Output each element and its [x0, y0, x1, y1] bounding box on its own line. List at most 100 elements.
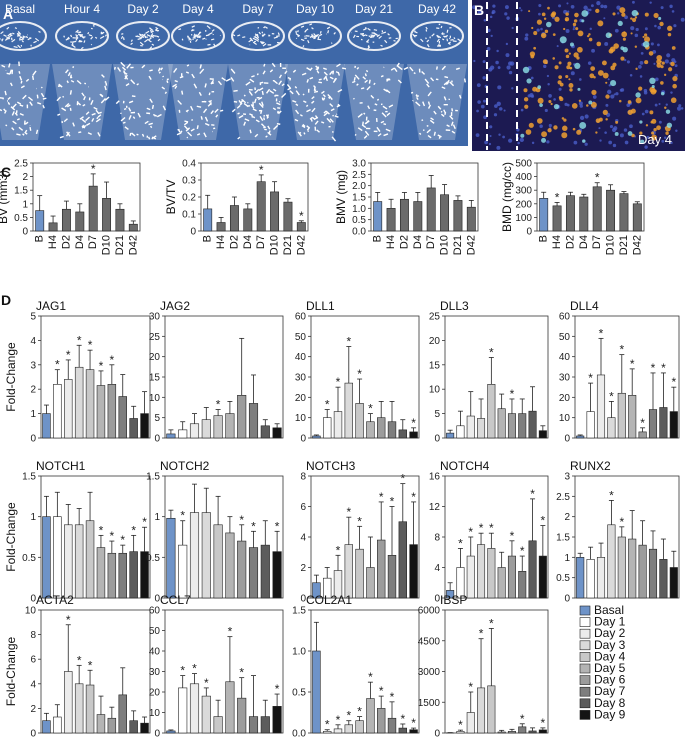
- nucleus: [488, 67, 493, 72]
- y-tick-label: 3000: [418, 667, 441, 678]
- signal-cell: [642, 35, 645, 39]
- trabecula: [301, 125, 306, 129]
- y-tick-label: 0: [564, 594, 570, 605]
- signal-cell: [615, 120, 619, 124]
- y-tick-label: 5: [30, 312, 36, 323]
- y-tick-label: 25: [429, 312, 441, 323]
- trabecula: [193, 34, 197, 37]
- signal-cell: [602, 72, 609, 79]
- y-tick-label: 200: [515, 199, 532, 210]
- ct-section-longitudinal: [403, 64, 467, 140]
- trabecula: [99, 93, 104, 98]
- trabecula: [396, 62, 400, 67]
- y-tick-label: 0.0: [352, 227, 366, 238]
- y-tick-label: 0.5: [292, 688, 306, 699]
- trabecula: [9, 32, 13, 36]
- bar: [409, 544, 418, 599]
- trabecula: [9, 34, 13, 37]
- signal-cell: [656, 62, 662, 68]
- bar: [576, 557, 585, 599]
- bar: [243, 208, 253, 232]
- trabecula: [446, 29, 449, 33]
- trabecula: [7, 96, 11, 101]
- nucleus: [570, 4, 575, 9]
- signal-cell: [645, 124, 649, 127]
- trabecula: [146, 107, 151, 111]
- nucleus: [517, 141, 520, 145]
- significance-marker: *: [390, 690, 395, 704]
- trabecula: [90, 36, 94, 40]
- trabecula: [276, 35, 280, 37]
- trabecula: [361, 33, 366, 37]
- trabecula: [437, 134, 442, 138]
- trabecula: [82, 36, 86, 38]
- y-tick-label: 0: [190, 227, 196, 238]
- trabecula: [59, 135, 64, 139]
- signal-cell: [572, 22, 577, 27]
- nucleus: [518, 6, 522, 10]
- trabecula: [113, 66, 116, 70]
- trabecula: [75, 34, 79, 37]
- trabecula: [450, 121, 454, 127]
- bar: [669, 411, 678, 439]
- trabecula: [356, 66, 360, 70]
- bar: [53, 384, 62, 439]
- legend-label: Day 6: [594, 673, 626, 687]
- cortical-ring: [171, 21, 225, 51]
- signal-cell: [524, 104, 529, 109]
- trabecula: [18, 126, 24, 131]
- significance-marker: *: [411, 716, 416, 730]
- trabecula: [75, 29, 79, 33]
- y-tick-label: 3: [30, 360, 36, 371]
- y-tick-label: 2: [564, 512, 570, 523]
- trabecula: [239, 102, 243, 106]
- trabecula: [72, 66, 75, 69]
- y-tick-label: 0.5: [22, 553, 36, 564]
- trabecula: [295, 90, 300, 96]
- trabecula: [325, 76, 328, 82]
- trabecula: [11, 111, 15, 116]
- signal-cell: [653, 127, 657, 132]
- bar: [466, 206, 476, 232]
- trabecula: [124, 74, 128, 80]
- trabecula: [433, 110, 437, 115]
- nucleus: [592, 95, 597, 99]
- trabecula: [5, 124, 8, 127]
- trabecula: [452, 124, 456, 130]
- nucleus: [608, 140, 613, 145]
- bar: [344, 724, 353, 734]
- trabecula: [357, 113, 363, 118]
- bar: [312, 435, 321, 439]
- y-tick-label: 30: [149, 667, 161, 678]
- trabecula: [184, 120, 189, 123]
- y-tick-label: 0: [30, 729, 36, 739]
- nucleus: [665, 103, 668, 106]
- y-tick-label: 8: [300, 472, 306, 483]
- bar: [102, 198, 112, 232]
- y-tick-label: 2: [30, 385, 36, 396]
- nucleus: [657, 25, 662, 30]
- trabecula: [144, 120, 149, 125]
- trabecula: [4, 90, 7, 96]
- trabecula: [334, 115, 339, 118]
- trabecula: [450, 39, 454, 41]
- trabecula: [38, 30, 41, 33]
- nucleus: [489, 135, 492, 138]
- trabecula: [149, 34, 155, 38]
- trabecula: [100, 31, 104, 35]
- nucleus: [630, 26, 635, 31]
- significance-marker: *: [180, 509, 185, 523]
- signal-cell: [653, 12, 659, 19]
- nucleus: [583, 5, 588, 10]
- trabecula: [1, 38, 4, 42]
- trabecula: [192, 38, 194, 41]
- y-tick-label: 0.5: [556, 573, 570, 584]
- significance-marker: *: [400, 712, 405, 726]
- nucleus: [566, 2, 569, 5]
- trabecula: [287, 76, 291, 80]
- trabecula: [365, 119, 370, 125]
- bar: [225, 681, 235, 734]
- trabecula: [207, 102, 213, 107]
- nucleus: [644, 27, 648, 31]
- trabecula: [206, 25, 211, 29]
